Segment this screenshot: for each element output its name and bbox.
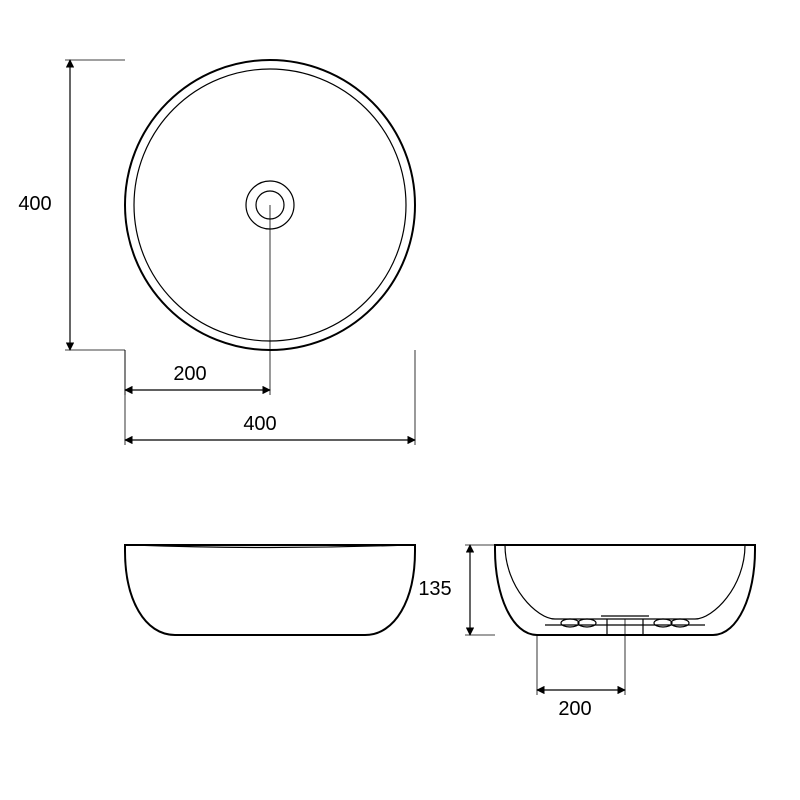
dim-top-radius: 200 xyxy=(173,363,206,385)
dim-top-diameter-h: 400 xyxy=(243,413,276,435)
side-view xyxy=(125,545,415,635)
dim-section-height: 135 xyxy=(418,578,451,600)
dim-top-diameter-v: 400 xyxy=(18,193,51,215)
dim-section-half: 200 xyxy=(558,698,591,720)
